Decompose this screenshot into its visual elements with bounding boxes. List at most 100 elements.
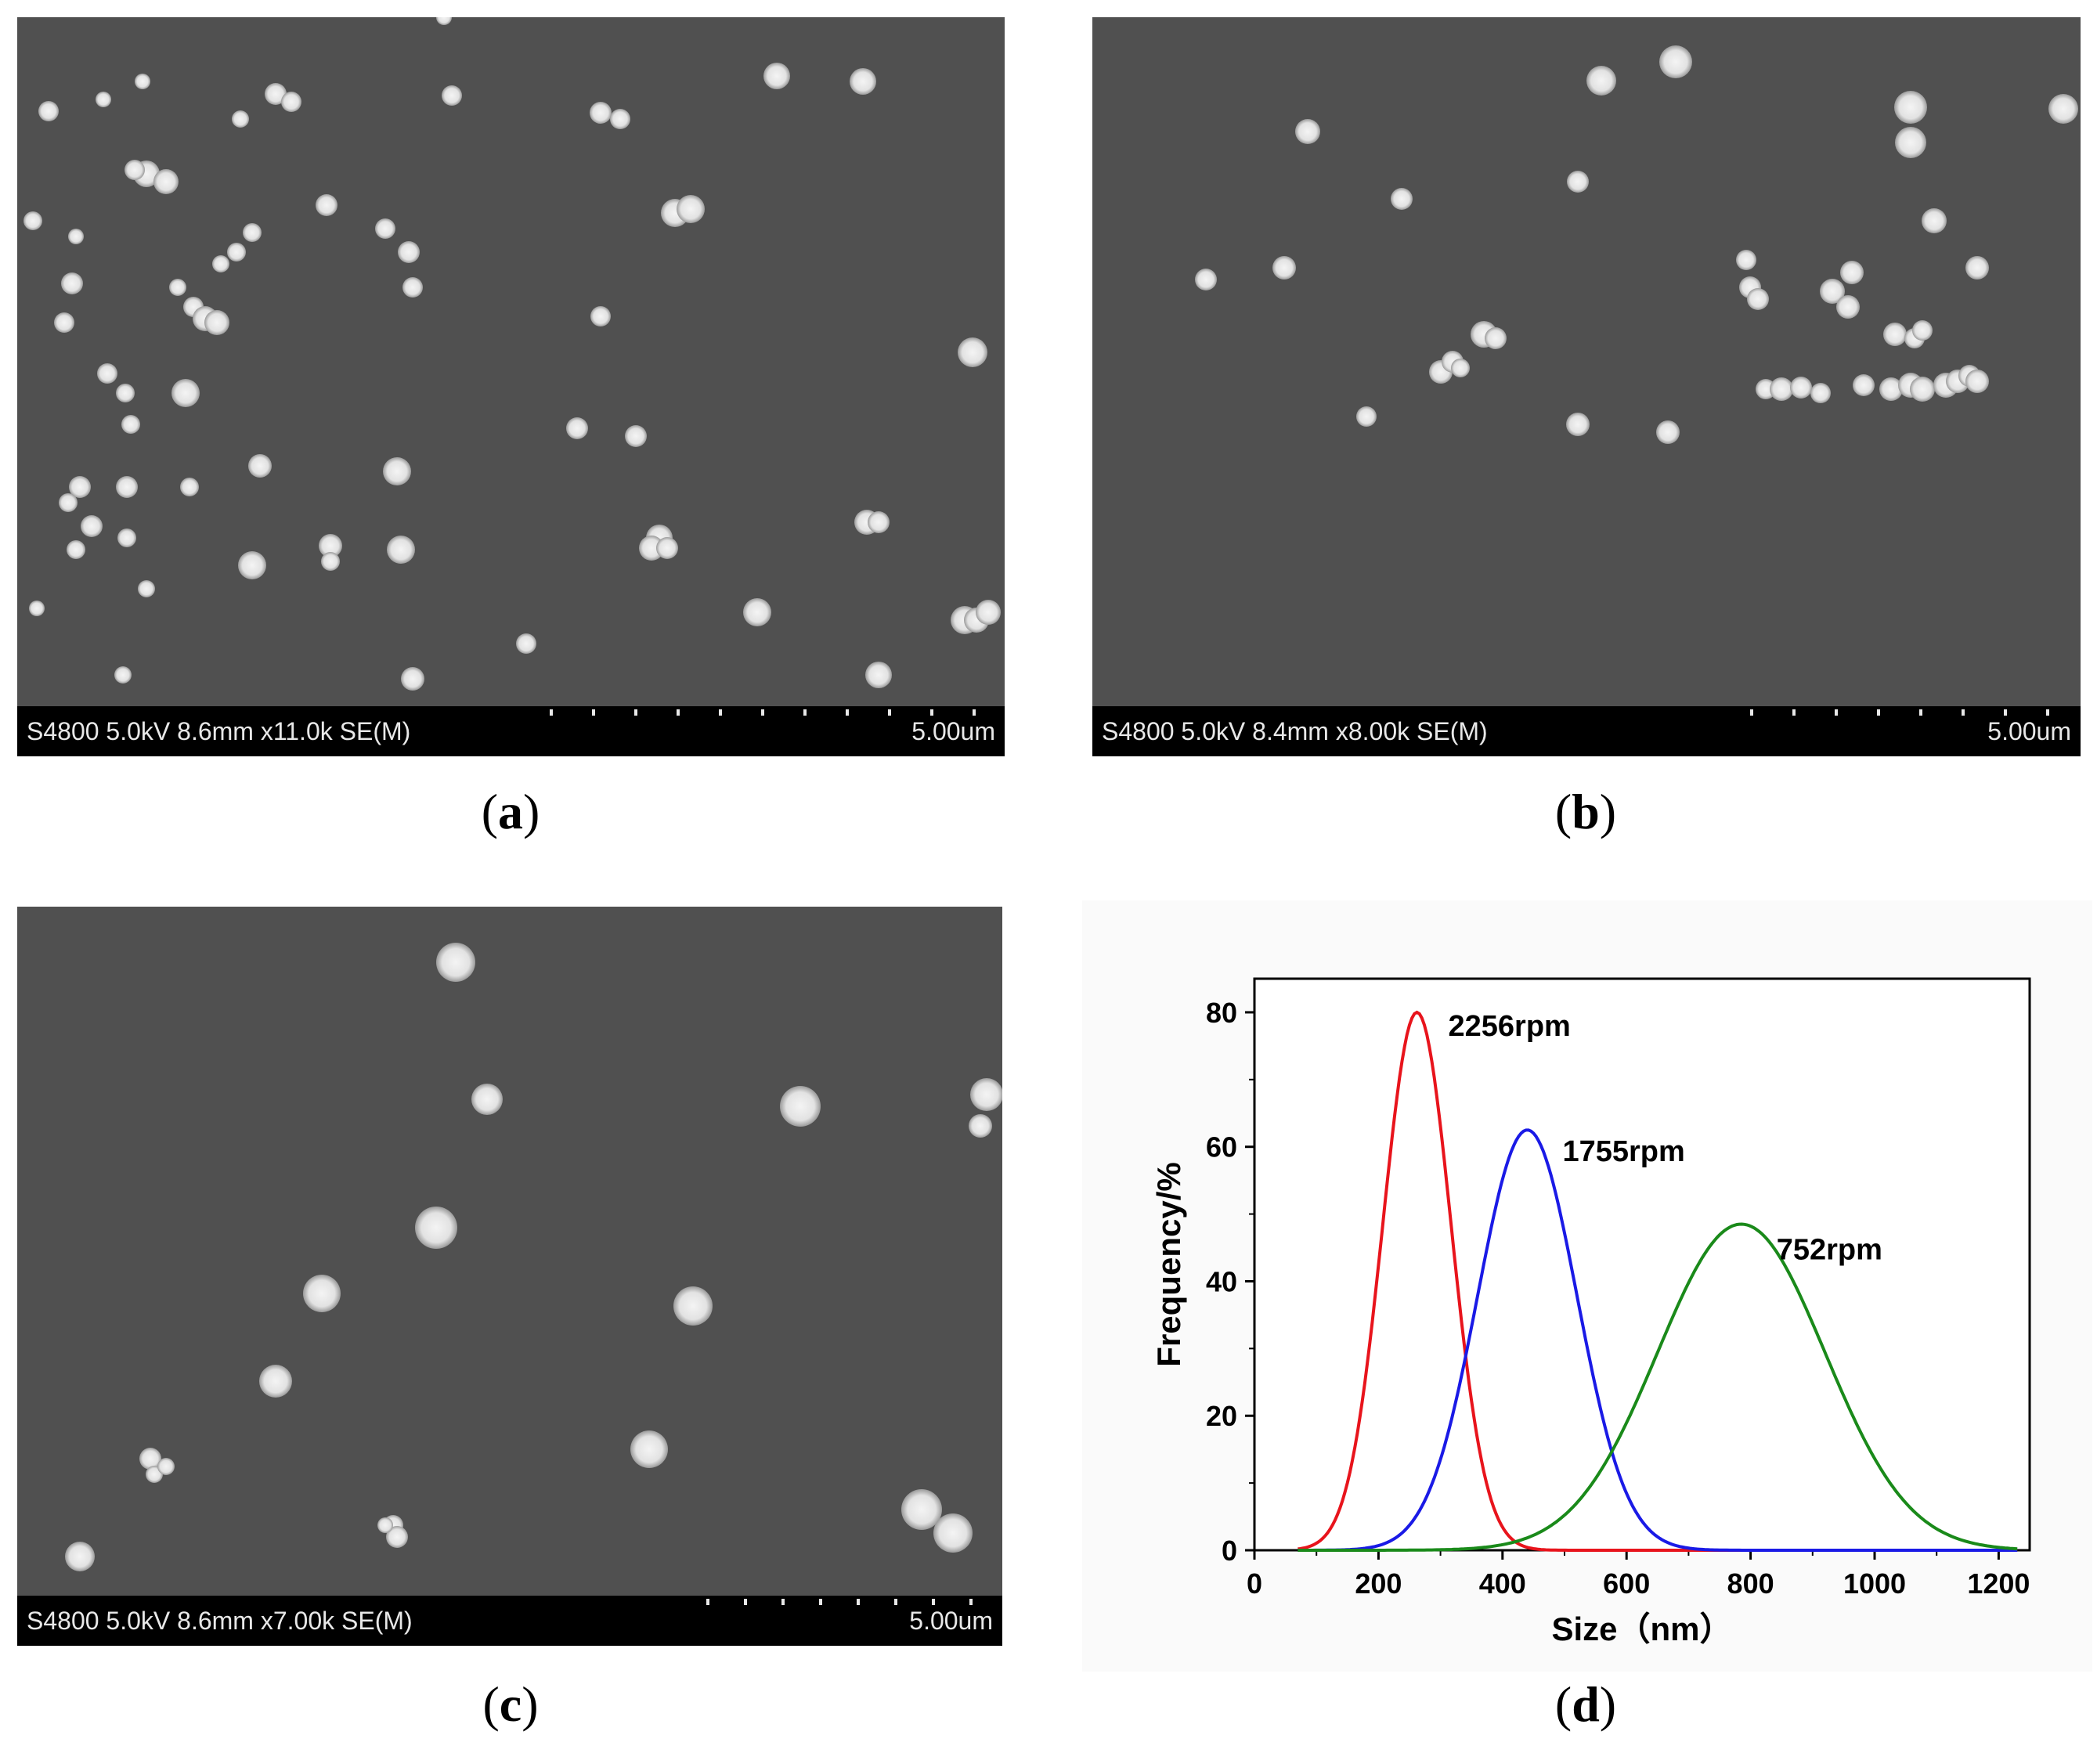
particle	[436, 17, 452, 25]
particle	[1910, 377, 1935, 402]
scale-tick	[973, 709, 976, 716]
x-tick-label: 1200	[1967, 1567, 2030, 1600]
particle	[1894, 91, 1927, 124]
particle	[442, 85, 462, 106]
particle	[321, 552, 340, 571]
scale-tick	[677, 709, 680, 716]
sem-info-text-a: S4800 5.0kV 8.6mm x11.0k SE(M)	[27, 717, 411, 745]
particle	[139, 1448, 161, 1470]
particle	[138, 580, 155, 597]
series-line-752rpm	[1298, 1222, 2018, 1552]
scale-tick	[761, 709, 764, 716]
scale-tick	[1919, 709, 1922, 716]
particle	[1895, 127, 1926, 158]
particle	[2048, 94, 2078, 124]
particle	[566, 417, 588, 439]
sem-image-a	[23, 17, 1001, 691]
particle	[1836, 295, 1860, 319]
sem-info-bar-c: S4800 5.0kV 8.6mm x7.00k SE(M) 5.00um	[17, 1596, 1002, 1646]
particle	[780, 1086, 821, 1127]
particle	[1656, 420, 1680, 444]
particle	[383, 457, 411, 485]
particle	[1883, 323, 1907, 346]
particle	[743, 598, 771, 626]
sem-image-c	[65, 943, 1002, 1571]
particle	[157, 1458, 175, 1475]
scale-ticks-a	[550, 709, 976, 716]
y-tick-label: 0	[1222, 1535, 1237, 1567]
particle	[212, 255, 229, 272]
particle	[54, 312, 74, 333]
particle	[656, 537, 678, 559]
plot-frame	[1253, 977, 2031, 1552]
particle	[1736, 250, 1756, 270]
particle	[238, 551, 266, 579]
particle	[1912, 320, 1933, 341]
particle	[1965, 256, 1989, 280]
particle	[97, 363, 117, 384]
particle	[1272, 256, 1296, 280]
particle	[436, 943, 475, 982]
particle	[377, 1517, 393, 1533]
y-tick-label: 60	[1206, 1131, 1237, 1163]
particle	[1659, 45, 1692, 78]
scale-tick	[550, 709, 553, 716]
caption-b: (b)	[1554, 784, 1617, 839]
caption-letter-a: a	[498, 784, 523, 839]
x-axis-title: Size（nm）	[1551, 1611, 1732, 1647]
particle	[610, 109, 630, 129]
x-tick-label: 0	[1247, 1567, 1262, 1600]
particle	[958, 337, 987, 367]
particle	[96, 92, 111, 107]
y-axis-title: Frequency/%	[1150, 1162, 1187, 1366]
particle	[153, 169, 179, 194]
particle	[81, 515, 103, 537]
particle	[901, 1489, 942, 1530]
particle	[169, 279, 186, 296]
caption-letter-d: d	[1572, 1676, 1600, 1732]
sem-panel-a: S4800 5.0kV 8.6mm x11.0k SE(M) 5.00um	[17, 17, 1005, 756]
particle	[1295, 119, 1320, 144]
particle	[1566, 413, 1590, 436]
y-tick-label: 20	[1206, 1400, 1237, 1432]
particle	[281, 92, 301, 112]
sem-scale-text-c: 5.00um	[909, 1607, 993, 1635]
particle	[387, 536, 415, 564]
particle	[116, 476, 138, 498]
particle	[976, 600, 1001, 625]
scale-tick	[2004, 709, 2007, 716]
scale-tick	[819, 1599, 822, 1605]
particle	[933, 1513, 973, 1553]
particle	[243, 223, 262, 242]
particle	[471, 1084, 503, 1115]
particle	[415, 1207, 457, 1249]
particle	[763, 63, 790, 89]
particle	[259, 1365, 292, 1398]
particle	[227, 243, 246, 262]
caption-c: (c)	[482, 1676, 539, 1732]
particle	[673, 1286, 713, 1326]
caption-d: (d)	[1554, 1676, 1617, 1732]
particle	[121, 415, 140, 434]
series-label-752rpm: 752rpm	[1777, 1233, 1882, 1266]
series-label-1755rpm: 1755rpm	[1562, 1135, 1684, 1168]
scale-tick	[930, 709, 933, 716]
x-tick-label: 1000	[1843, 1567, 1906, 1600]
particle	[303, 1275, 341, 1312]
scale-tick	[888, 709, 891, 716]
particle	[61, 272, 83, 294]
particle	[1770, 377, 1793, 401]
scale-tick	[857, 1599, 860, 1605]
particle	[116, 384, 135, 402]
particle	[23, 211, 42, 230]
particle	[1747, 288, 1769, 310]
particle	[1485, 327, 1507, 349]
particle	[319, 534, 342, 557]
scale-tick	[969, 1599, 973, 1605]
sem-info-text-c: S4800 5.0kV 8.6mm x7.00k SE(M)	[27, 1607, 413, 1635]
particle	[1790, 377, 1812, 399]
particle	[180, 478, 199, 496]
series-label-2256rpm: 2256rpm	[1449, 1010, 1571, 1043]
particle	[38, 101, 59, 121]
scale-tick	[781, 1599, 785, 1605]
